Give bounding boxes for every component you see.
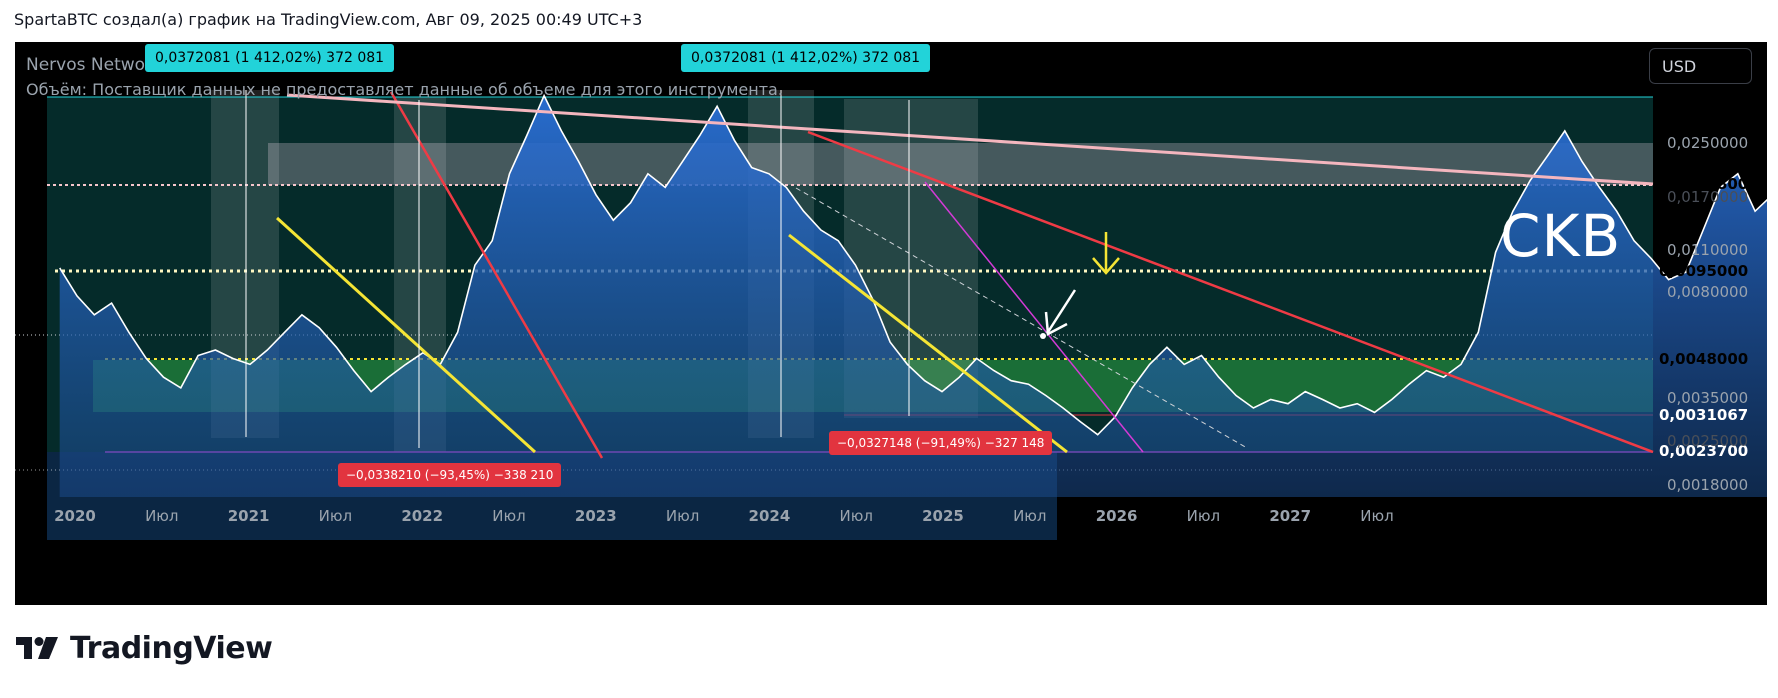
y-tick-label: 0,0018000: [1667, 476, 1749, 494]
gray-resistance-zone: [268, 143, 1653, 185]
x-tick-label: 2021: [228, 507, 270, 525]
price-tag-0095000: 0,0095000: [1659, 262, 1749, 280]
x-tick-label: Июл: [1360, 507, 1393, 525]
y-tick-label: 0,0035000: [1667, 389, 1749, 407]
y-tick-label: 0,0170000: [1667, 188, 1749, 206]
diagonal-arrow-annotation: [1044, 289, 1077, 336]
x-tick-label: 2024: [749, 507, 791, 525]
magenta-trendline: [924, 181, 1144, 453]
yellow-trendline-1: [275, 216, 537, 454]
x-tick-label: 2025: [922, 507, 964, 525]
x-tick-label: 2026: [1096, 507, 1138, 525]
y-tick-label: 0,0080000: [1667, 283, 1749, 301]
symbol-title: Nervos Network: [26, 55, 162, 75]
measure-label-up-1: 0,0372081 (1 412,02%) 372 081: [145, 44, 395, 72]
yellow-trendline-2: [788, 233, 1068, 454]
x-tick-label: 2027: [1269, 507, 1311, 525]
y-tick-label: 0,0025000: [1667, 432, 1749, 450]
currency-selector-button[interactable]: USD: [1649, 48, 1752, 84]
x-tick-label: Июл: [1013, 507, 1046, 525]
measure-label-down-2: −0,0327148 (−91,49%) −327 148: [829, 431, 1053, 455]
tradingview-logo[interactable]: TradingView: [16, 628, 273, 668]
x-tick-label: Июл: [319, 507, 352, 525]
tradingview-brand-text: TradingView: [70, 630, 273, 666]
x-tick-label: Июл: [839, 507, 872, 525]
x-tick-label: Июл: [1187, 507, 1220, 525]
price-tag-0361500: 0,0361500: [1659, 88, 1749, 106]
x-axis: 2020 Июл 2021 Июл 2022 Июл 2023 Июл 2024 Июл 2025 И…: [54, 507, 1394, 525]
price-area-fill: [59, 95, 1767, 497]
dashed-projection-line: [795, 187, 1248, 449]
price-tag-0048000: 0,0048000: [1659, 350, 1749, 368]
price-tag-0031067: 0,0031067: [1659, 406, 1749, 424]
last-price-dot: [1040, 333, 1046, 339]
x-tick-label: Июл: [666, 507, 699, 525]
price-line: [59, 93, 1767, 436]
chart-caption: SpartaBTC создал(а) график на TradingVie…: [14, 10, 643, 29]
price-tag-0186800: 0,0186800: [1659, 175, 1749, 193]
price-tag-0023700: 0,0023700: [1659, 442, 1749, 460]
chart-panel[interactable]: 2020 Июл 2021 Июл 2022 Июл 2023 Июл 2024 Июл 2025 И…: [15, 42, 1767, 605]
x-tick-label: 2020: [54, 507, 96, 525]
x-tick-label: Июл: [145, 507, 178, 525]
ckb-annotation-text: CKB: [1500, 202, 1622, 270]
y-tick-label: 0,0110000: [1667, 241, 1749, 259]
measure-label-up-2: 0,0372081 (1 412,02%) 372 081: [681, 44, 931, 72]
y-tick-label: 0,0250000: [1667, 134, 1749, 152]
volume-note: Объём: Поставщик данных не предоставляет…: [26, 80, 783, 99]
price-chart[interactable]: 2020 Июл 2021 Июл 2022 Июл 2023 Июл 2024 Июл 2025 И…: [15, 42, 1767, 605]
x-tick-label: 2023: [575, 507, 617, 525]
down-arrow-annotation: [1092, 232, 1120, 275]
red-trendline-1: [389, 91, 604, 459]
x-tick-label: Июл: [492, 507, 525, 525]
red-trendline-2: [807, 130, 1654, 454]
pink-trendline: [286, 93, 1654, 186]
tradingview-logo-icon: [16, 637, 58, 659]
measure-label-down-1: −0,0338210 (−93,45%) −338 210: [338, 463, 562, 487]
x-tick-label: 2022: [401, 507, 443, 525]
